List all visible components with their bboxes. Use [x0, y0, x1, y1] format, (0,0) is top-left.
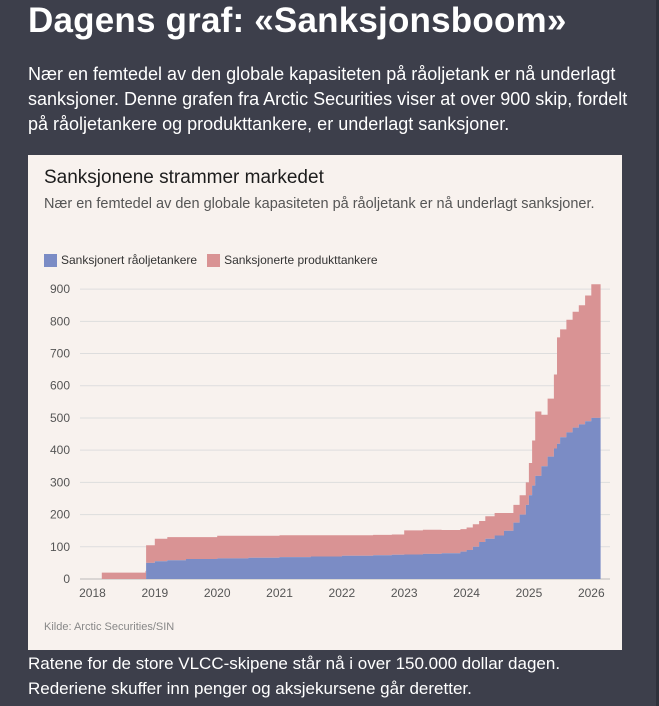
axis-layer: 0 100 200 300 400 500 600 700 800 900 2018 2019 2020… [50, 282, 605, 600]
y-tick-label: 300 [50, 475, 70, 489]
legend-item-crude: Sanksjonert råoljetankere [44, 253, 197, 267]
chart-card: Sanksjonene strammer markedet Nær en fem… [28, 155, 622, 650]
legend-label-product: Sanksjonerte produkttankere [224, 253, 378, 267]
legend-swatch-product [207, 253, 221, 267]
x-tick-label: 2022 [329, 586, 356, 600]
x-tick-label: 2021 [266, 586, 293, 600]
legend-swatch-crude [44, 253, 57, 267]
area-layer [101, 279, 601, 579]
y-tick-label: 400 [50, 443, 70, 457]
chart-subtitle: Nær en femtedel av den globale kapasitet… [44, 196, 595, 212]
chart-title: Sanksjonene strammer markedet [44, 167, 324, 188]
legend-label-crude: Sanksjonert råoljetankere [61, 253, 198, 267]
area-product-tankers [101, 279, 601, 579]
chart-source: Kilde: Arctic Securities/SIN [44, 621, 175, 633]
x-tick-label: 2019 [141, 586, 168, 600]
outro-paragraph: Ratene for de store VLCC-skipene står nå… [28, 654, 561, 698]
x-tick-label: 2020 [204, 586, 231, 600]
y-tick-label: 0 [63, 572, 70, 586]
y-tick-label: 600 [50, 379, 70, 393]
x-tick-label: 2026 [578, 586, 605, 600]
y-tick-label: 500 [50, 411, 70, 425]
chart-legend: Sanksjonert råoljetankere Sanksjonerte p… [44, 253, 388, 267]
y-tick-label: 900 [50, 282, 70, 296]
x-tick-label: 2024 [453, 586, 480, 600]
x-tick-label: 2023 [391, 586, 418, 600]
intro-paragraph: Nær en femtedel av den globale kapasitet… [28, 64, 628, 134]
x-tick-label: 2018 [79, 586, 106, 600]
y-tick-label: 800 [50, 314, 70, 328]
x-tick-label: 2025 [516, 586, 543, 600]
y-tick-label: 200 [50, 508, 70, 522]
area-crude-tankers [101, 417, 601, 579]
stacked-area-chart: 0 100 200 300 400 500 600 700 800 900 2018 2019 2020… [50, 279, 610, 600]
page-headline: Dagens graf: «Sanksjonsboom» [28, 1, 567, 40]
y-tick-label: 100 [50, 540, 70, 554]
legend-item-product: Sanksjonerte produkttankere [207, 253, 378, 267]
scrollbar-track[interactable] [656, 0, 659, 706]
y-tick-label: 700 [50, 347, 70, 361]
